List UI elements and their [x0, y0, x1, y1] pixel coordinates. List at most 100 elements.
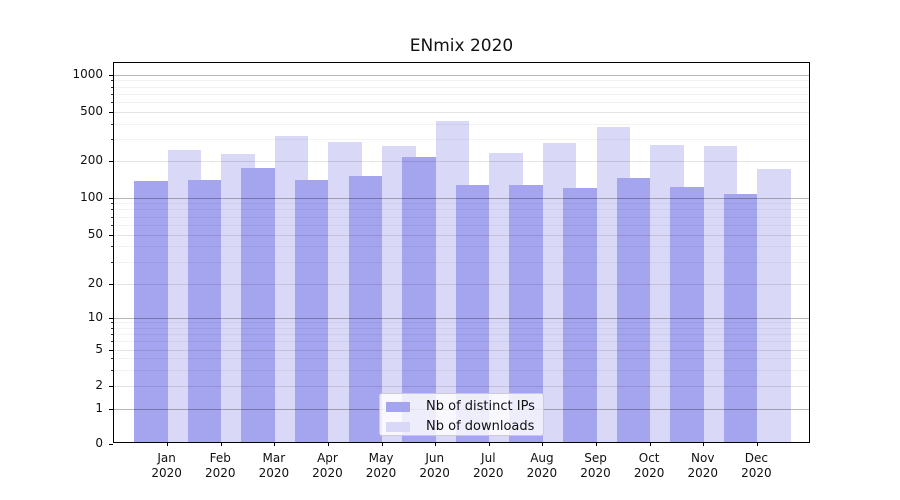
- legend-swatch-downloads: [386, 421, 410, 432]
- x-tick-label-year: 2020: [633, 466, 665, 480]
- x-tick-label-month: Apr: [317, 451, 338, 465]
- y-axis-minor-tick: [111, 86, 113, 88]
- x-axis-tick: [435, 442, 437, 446]
- y-axis-minor-tick: [111, 203, 113, 205]
- y-tick-label: 2: [95, 377, 103, 392]
- y-axis-minor-tick: [111, 369, 113, 371]
- y-axis-tick: [109, 112, 113, 113]
- legend-entry-ips: Nb of distinct IPs: [386, 398, 543, 415]
- plot-area: [109, 62, 810, 446]
- x-tick-label-month: Feb: [209, 451, 231, 465]
- legend-label-ips: Nb of distinct IPs: [426, 399, 535, 414]
- bar-oct-ips: [616, 178, 651, 442]
- chart-title: ENmix 2020: [409, 36, 514, 56]
- x-tick-label-month: Oct: [638, 451, 660, 465]
- y-axis-tick: [109, 317, 113, 319]
- legend: Nb of distinct IPs Nb of downloads: [379, 393, 544, 436]
- x-tick-label-year: 2020: [687, 466, 719, 480]
- y-tick-label: 0: [95, 435, 103, 450]
- x-tick-label: Feb 2020: [192, 451, 248, 481]
- y-axis-minor-tick: [111, 123, 113, 125]
- bar-feb-ips: [187, 179, 222, 442]
- gridline-minor: [114, 80, 809, 82]
- x-tick-label: Jan 2020: [139, 451, 195, 481]
- x-axis-tick: [703, 442, 705, 446]
- x-tick-label-month: Sep: [584, 451, 607, 465]
- gridline-major: [114, 74, 809, 76]
- x-tick-label-year: 2020: [312, 466, 343, 480]
- x-tick-label-year: 2020: [473, 466, 504, 480]
- y-axis-minor-tick: [111, 358, 113, 360]
- y-tick-label: 10: [87, 309, 103, 324]
- x-tick-label: Jun 2020: [407, 451, 463, 481]
- x-tick-label-month: Jan: [157, 451, 176, 465]
- bar-mar-ips: [241, 167, 275, 442]
- x-tick-label: Sep 2020: [568, 451, 624, 481]
- x-tick-label-year: 2020: [526, 466, 558, 480]
- x-axis-tick: [327, 442, 329, 446]
- x-tick-label-year: 2020: [204, 466, 236, 480]
- y-axis-tick: [109, 161, 113, 162]
- x-axis-tick: [596, 442, 598, 446]
- x-tick-label-year: 2020: [580, 466, 611, 480]
- x-axis-tick: [274, 442, 276, 446]
- y-axis-minor-tick: [111, 80, 113, 82]
- y-tick-label: 200: [80, 153, 103, 167]
- x-tick-label: Aug 2020: [514, 451, 570, 481]
- y-axis-tick: [109, 74, 113, 76]
- x-axis-tick: [488, 442, 490, 446]
- x-tick-label-year: 2020: [741, 466, 772, 480]
- y-axis-minor-tick: [111, 261, 113, 263]
- y-axis-minor-tick: [111, 322, 113, 324]
- y-axis-minor-tick: [111, 327, 113, 329]
- y-axis-minor-tick: [111, 139, 113, 141]
- y-tick-label: 500: [80, 104, 103, 118]
- y-axis-minor-tick: [111, 93, 113, 95]
- x-axis-tick: [381, 442, 383, 446]
- x-tick-label-month: Jun: [425, 451, 445, 465]
- x-tick-label-month: May: [368, 451, 394, 465]
- y-tick-label: 20: [87, 275, 103, 290]
- x-tick-label: May 2020: [353, 451, 409, 481]
- x-tick-label-year: 2020: [365, 466, 397, 480]
- x-tick-label-year: 2020: [151, 466, 182, 480]
- x-tick-label: Nov 2020: [675, 451, 731, 481]
- bar-dec-ips: [723, 194, 758, 442]
- y-tick-label: 50: [87, 226, 103, 241]
- y-axis-minor-tick: [111, 209, 113, 211]
- x-axis-tick: [542, 442, 544, 446]
- x-tick-label-year: 2020: [419, 466, 450, 480]
- y-axis-tick: [109, 234, 113, 236]
- y-axis-minor-tick: [111, 224, 113, 226]
- bar-nov-ips: [670, 187, 704, 442]
- x-tick-label: Apr 2020: [299, 451, 355, 481]
- y-axis-tick: [109, 349, 113, 351]
- y-axis-minor-tick: [111, 246, 113, 248]
- y-axis-tick: [109, 408, 113, 410]
- bar-dec-downloads: [757, 169, 791, 442]
- x-axis-tick: [167, 442, 169, 446]
- y-axis-tick: [109, 385, 113, 387]
- bar-may-ips: [348, 175, 383, 442]
- y-axis-minor-tick: [111, 216, 113, 218]
- x-tick-label-month: Mar: [262, 451, 286, 465]
- x-tick-label-month: Dec: [744, 451, 768, 465]
- x-tick-label-month: Nov: [691, 451, 715, 465]
- gridline-minor: [114, 93, 809, 95]
- gridline: [114, 112, 809, 113]
- x-tick-label: Mar 2020: [246, 451, 302, 481]
- x-axis-tick: [649, 442, 651, 446]
- bar-jan-ips: [134, 181, 168, 442]
- gridline-minor: [114, 102, 809, 104]
- x-tick-label: Jul 2020: [460, 451, 516, 481]
- legend-entry-downloads: Nb of downloads: [386, 418, 543, 435]
- y-tick-label: 1000: [72, 66, 103, 81]
- x-axis-tick: [220, 442, 222, 446]
- y-axis-minor-tick: [111, 341, 113, 343]
- y-axis-minor-tick: [111, 102, 113, 104]
- x-tick-label-month: Aug: [530, 451, 554, 465]
- gridline-minor: [114, 86, 809, 88]
- x-tick-label-month: Jul: [481, 451, 496, 465]
- y-axis-tick: [109, 283, 113, 285]
